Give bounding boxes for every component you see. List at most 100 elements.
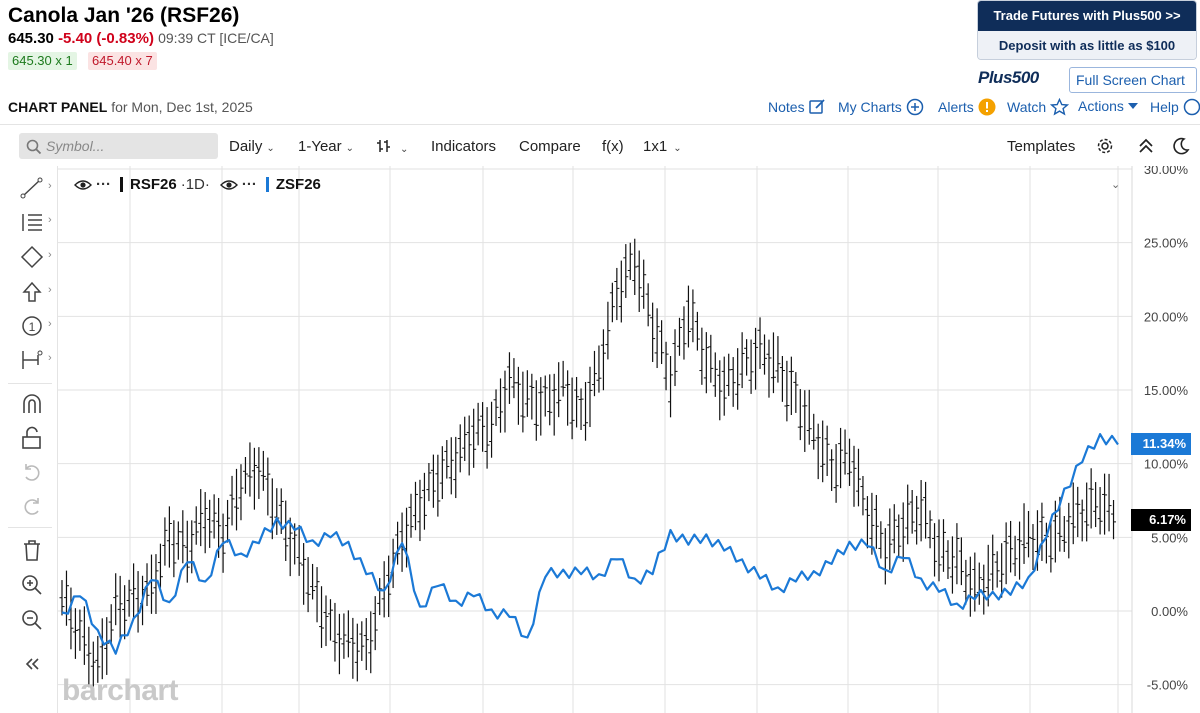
ohlc-bar <box>784 360 790 422</box>
plus-circle-icon <box>906 98 924 116</box>
ohlc-bar <box>676 317 682 356</box>
undo-button[interactable] <box>18 458 46 486</box>
expand-icon: › <box>48 318 52 330</box>
ohlc-bar <box>721 356 727 416</box>
caret-down-icon <box>1127 103 1138 109</box>
function-button[interactable]: f(x) <box>602 138 624 155</box>
measure-tool[interactable]: › <box>18 346 52 374</box>
ohlc-bar <box>873 494 879 549</box>
compare-button[interactable]: Compare <box>519 138 581 155</box>
ohlc-bar <box>323 595 329 647</box>
ohlc-bar <box>672 329 678 387</box>
my-charts-link[interactable]: My Charts <box>838 98 924 116</box>
symbol-search-input[interactable]: Symbol... <box>19 133 218 159</box>
ohlc-bar <box>972 552 978 612</box>
collapse-up-icon[interactable] <box>1138 137 1154 155</box>
ohlc-bar <box>104 617 110 675</box>
price-quote: 645.30 -5.40 (-0.83%) 09:39 CT [ICE/CA] <box>8 30 274 47</box>
ohlc-bar <box>529 373 535 420</box>
layout-label: 1x1 <box>643 138 668 155</box>
ohlc-bar <box>1088 468 1094 529</box>
actions-menu[interactable]: Actions <box>1078 98 1138 114</box>
arrow-tool[interactable]: › <box>18 278 52 306</box>
plus500-logo[interactable]: Plus500 <box>978 68 1039 87</box>
chevron-down-icon: ⌄ <box>400 144 409 155</box>
annotation-tool[interactable]: 1 › <box>18 312 52 340</box>
fib-tool[interactable]: › <box>18 208 52 236</box>
ohlc-bar <box>896 514 902 558</box>
chart-type-select[interactable]: ⌄ <box>376 138 408 156</box>
ohlc-bar <box>319 586 325 648</box>
ohlc-bar <box>439 446 445 500</box>
delete-button[interactable] <box>18 536 46 564</box>
series-menu-icon[interactable]: ··· <box>241 176 257 193</box>
price-chart[interactable]: 30.00% 25.00% 20.00% 15.00% 10.00% 5.00% 0.00%… <box>0 166 1200 713</box>
eye-icon[interactable] <box>74 179 92 191</box>
y-tick-label: 15.00% <box>1144 383 1189 398</box>
ohlc-bar <box>363 618 369 671</box>
templates-button[interactable]: Templates <box>1007 138 1076 155</box>
magnet-tool[interactable] <box>18 391 46 419</box>
indicators-button[interactable]: Indicators <box>431 138 497 155</box>
help-link[interactable]: Help <box>1150 98 1200 116</box>
plus500-ad[interactable]: Trade Futures with Plus500 >> Deposit wi… <box>977 0 1197 60</box>
ohlc-bar <box>645 283 651 327</box>
ohlc-bar <box>574 376 580 428</box>
ohlc-bar <box>632 238 638 296</box>
gear-icon[interactable] <box>1096 137 1114 155</box>
ohlc-bar <box>605 301 611 360</box>
ohlc-bar <box>354 623 360 682</box>
range-select[interactable]: 1-Year ⌄ <box>298 138 354 155</box>
ohlc-bar <box>462 416 468 462</box>
ohlc-bar <box>180 510 186 564</box>
zoom-out-button[interactable] <box>18 606 46 634</box>
ohlc-bar <box>587 366 593 428</box>
ad-deposit[interactable]: Deposit with as little as $100 <box>978 31 1196 59</box>
star-icon <box>1050 98 1070 116</box>
ohlc-bar <box>1061 516 1067 552</box>
legend-collapse-icon[interactable]: ⌄ <box>1111 179 1121 191</box>
collapse-icon <box>25 658 39 670</box>
ohlc-bar <box>157 543 163 588</box>
notes-link[interactable]: Notes <box>768 98 826 115</box>
ohlc-bar <box>148 554 154 614</box>
ohlc-bar <box>162 517 168 566</box>
redo-button[interactable] <box>18 492 46 520</box>
ohlc-bar <box>95 635 101 683</box>
ad-trade-futures[interactable]: Trade Futures with Plus500 >> <box>978 1 1196 31</box>
lock-tool[interactable] <box>18 424 46 452</box>
ohlc-bar <box>556 362 562 418</box>
ohlc-bar <box>994 551 1000 588</box>
interval-select[interactable]: Daily ⌄ <box>229 138 275 155</box>
ohlc-bar <box>421 472 427 530</box>
series-menu-icon[interactable]: ··· <box>96 176 111 193</box>
shape-tool[interactable]: › <box>18 243 52 271</box>
ohlc-bar <box>1079 499 1085 542</box>
tool-divider <box>8 383 52 384</box>
ohlc-bar <box>1111 499 1117 540</box>
ohlc-bar <box>869 492 875 555</box>
layout-select[interactable]: 1x1 ⌄ <box>643 138 682 155</box>
ohlc-bar <box>90 641 96 688</box>
ohlc-bar <box>202 492 208 554</box>
ohlc-bar <box>260 450 266 491</box>
ohlc-bar <box>225 499 231 543</box>
ohlc-bar <box>609 282 615 323</box>
watch-link[interactable]: Watch <box>1007 98 1070 116</box>
ohlc-bar <box>775 336 781 383</box>
ohlc-bar <box>538 377 544 436</box>
expand-icon: › <box>48 249 52 261</box>
ohlc-bar <box>663 341 669 391</box>
collapse-sidebar-button[interactable] <box>18 650 46 678</box>
ohlc-bar <box>59 580 65 616</box>
ohlc-bar <box>493 389 499 426</box>
ohlc-bar <box>864 496 870 549</box>
ohlc-bar <box>238 464 244 521</box>
dark-mode-icon[interactable] <box>1172 137 1190 155</box>
draw-line-tool[interactable]: › <box>18 174 52 202</box>
full-screen-chart-button[interactable]: Full Screen Chart <box>1069 67 1197 93</box>
eye-icon[interactable] <box>219 179 238 191</box>
alerts-link[interactable]: Alerts <box>938 98 996 116</box>
ohlc-bar <box>708 334 714 383</box>
zoom-in-button[interactable] <box>18 571 46 599</box>
